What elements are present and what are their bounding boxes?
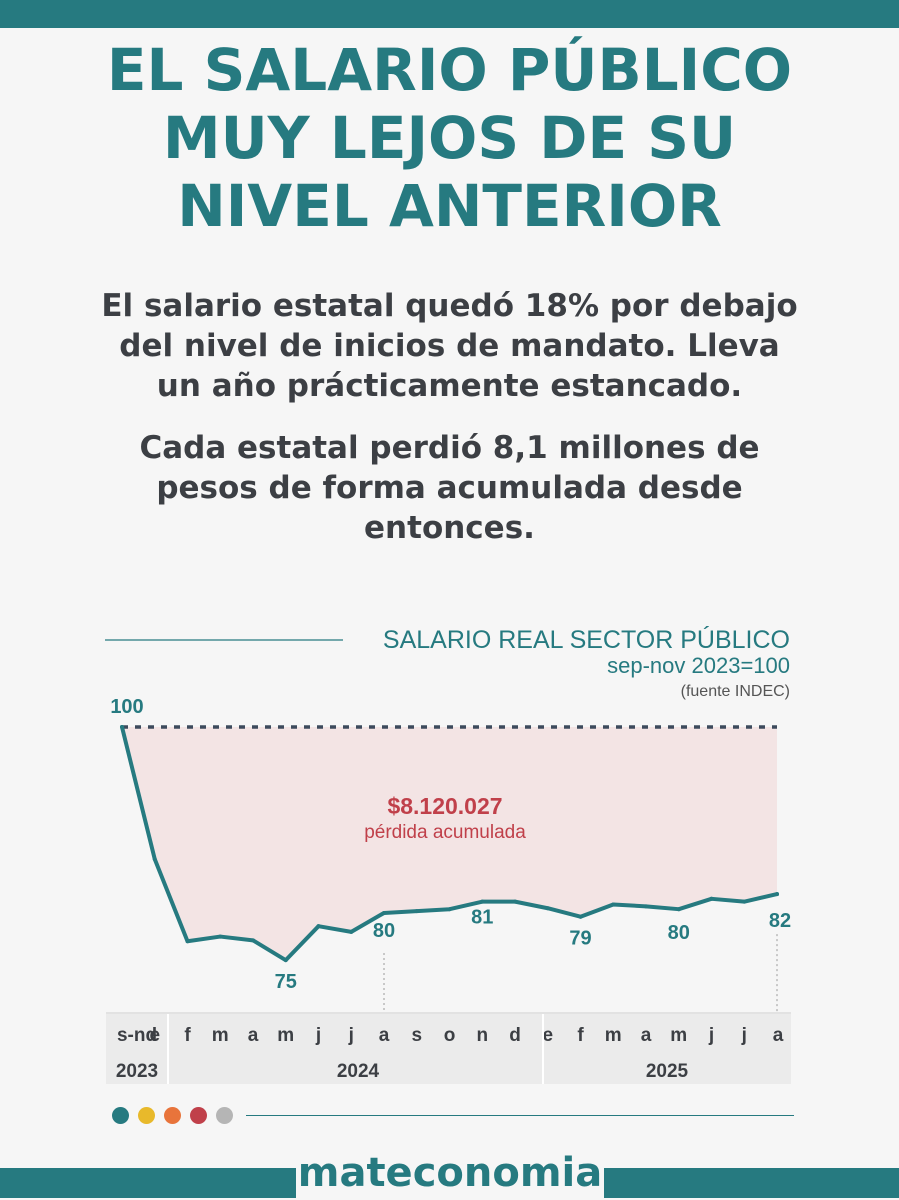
year-label: 2025 xyxy=(646,1061,689,1082)
footer-rule xyxy=(246,1115,794,1116)
month-tick-label: j xyxy=(708,1025,714,1046)
dot-teal xyxy=(112,1107,129,1124)
month-tick-label: m xyxy=(670,1025,687,1046)
data-point xyxy=(644,904,648,909)
data-point xyxy=(185,939,190,944)
brand-logo: mateconomia xyxy=(297,1150,603,1196)
title-line-1: EL SALARIO PÚBLICO xyxy=(106,36,793,104)
footer-bar-right xyxy=(604,1168,899,1198)
year-label: 2024 xyxy=(337,1061,380,1082)
data-point xyxy=(382,910,386,915)
data-point xyxy=(676,907,681,912)
subtitle-1-line-1: El salario estatal quedó 18% por debajo xyxy=(101,288,798,324)
data-label: 79 xyxy=(569,928,591,950)
loss-amount: $8.120.027 xyxy=(387,793,502,819)
month-tick-label: j xyxy=(741,1025,747,1046)
color-dots xyxy=(112,1107,233,1124)
chart-source: (fuente INDEC) xyxy=(681,683,790,700)
top-bar xyxy=(0,0,899,28)
data-point xyxy=(447,907,452,912)
title-line-3: NIVEL ANTERIOR xyxy=(177,172,722,240)
data-point xyxy=(349,929,354,934)
data-point xyxy=(251,938,255,943)
month-tick-label: o xyxy=(444,1025,456,1046)
year-label: 2023 xyxy=(116,1061,158,1082)
chart-subtitle: sep-nov 2023=100 xyxy=(607,653,790,678)
month-tick-label: d xyxy=(509,1025,521,1046)
month-tick-label: j xyxy=(348,1025,354,1046)
month-tick-label: j xyxy=(315,1025,321,1046)
data-label: 100 xyxy=(110,696,143,718)
data-point xyxy=(120,725,124,729)
data-label: 82 xyxy=(769,910,791,932)
data-point xyxy=(709,896,714,901)
axis-band-months xyxy=(106,1014,791,1054)
data-point xyxy=(283,958,288,963)
data-point xyxy=(578,914,583,919)
subtitle-paragraph-2: Cada estatal perdió 8,1 millones de peso… xyxy=(70,428,829,548)
title-line-2: MUY LEJOS DE SU xyxy=(162,104,737,172)
data-label: 80 xyxy=(668,922,690,944)
plot-area: 100 75 80 81 79 80 82 xyxy=(110,696,791,1013)
subtitle-1-line-2: del nivel de inicios de mandato. Lleva xyxy=(119,328,780,364)
data-point xyxy=(513,899,517,904)
dot-yellow xyxy=(138,1107,155,1124)
data-point xyxy=(480,899,485,904)
data-point xyxy=(742,899,747,904)
month-tick-label: s-nd xyxy=(117,1025,157,1046)
subtitle-paragraph-1: El salario estatal quedó 18% por debajo … xyxy=(70,286,829,406)
month-tick-label: a xyxy=(248,1025,259,1046)
salary-chart: SALARIO REAL SECTOR PÚBLICO sep-nov 2023… xyxy=(105,625,791,1084)
loss-label: pérdida acumulada xyxy=(364,822,526,843)
subtitle-2-line-2: pesos de forma acumulada desde xyxy=(156,470,743,506)
month-tick-label: a xyxy=(641,1025,652,1046)
subtitle-2-line-1: Cada estatal perdió 8,1 millones de xyxy=(139,430,760,466)
data-point xyxy=(218,934,223,939)
page-title: EL SALARIO PÚBLICO MUY LEJOS DE SU NIVEL… xyxy=(0,36,899,240)
dot-gray xyxy=(216,1107,233,1124)
data-label: 80 xyxy=(373,920,395,942)
data-point xyxy=(152,857,157,862)
subtitle-2-line-3: entonces. xyxy=(364,510,535,546)
data-point xyxy=(775,892,779,897)
data-point xyxy=(414,909,419,914)
subtitle-1-line-3: un año prácticamente estancado. xyxy=(156,368,743,404)
data-point xyxy=(545,906,550,911)
month-tick-label: f xyxy=(577,1025,584,1046)
dot-orange xyxy=(164,1107,181,1124)
dot-red xyxy=(190,1107,207,1124)
month-tick-label: m xyxy=(277,1025,294,1046)
month-tick-label: f xyxy=(184,1025,191,1046)
data-label: 81 xyxy=(471,907,493,929)
month-tick-label: s xyxy=(411,1025,422,1046)
month-tick-label: a xyxy=(773,1025,784,1046)
footer-bar-left xyxy=(0,1168,296,1198)
month-tick-label: m xyxy=(212,1025,229,1046)
month-tick-label: n xyxy=(476,1025,488,1046)
month-tick-label: a xyxy=(379,1025,390,1046)
month-tick-label: m xyxy=(605,1025,622,1046)
loss-area xyxy=(122,727,777,961)
month-tick-label: e xyxy=(149,1025,160,1046)
data-point xyxy=(611,902,616,907)
data-label: 75 xyxy=(275,971,297,993)
axis-band-years xyxy=(106,1054,791,1084)
month-tick-label: e xyxy=(542,1025,553,1046)
chart-title: SALARIO REAL SECTOR PÚBLICO xyxy=(383,625,790,654)
data-point xyxy=(316,924,321,929)
